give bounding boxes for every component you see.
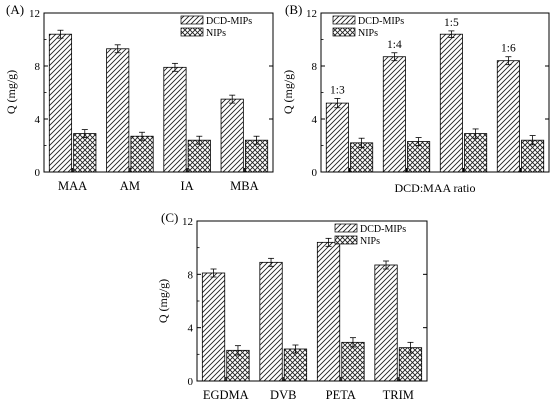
panel-label: (C)	[161, 210, 178, 225]
category-tick-label: IA	[181, 179, 194, 193]
bar-nips	[187, 139, 211, 173]
legend-swatch-nips	[334, 235, 358, 245]
legend-label: NIPs	[206, 28, 226, 39]
legend-label: DCD-MIPs	[360, 224, 406, 235]
ratio-label: 1:4	[387, 39, 402, 51]
bar-mips	[374, 264, 398, 382]
bar-mips	[316, 241, 341, 382]
bar-nips	[407, 141, 431, 173]
panel-label: (B)	[285, 2, 302, 17]
bar-mips	[496, 60, 520, 173]
y-tick-label: 0	[312, 167, 318, 179]
y-tick-label: 4	[188, 323, 194, 335]
y-tick-label: 12	[306, 8, 317, 20]
y-tick-label: 12	[182, 216, 193, 228]
category-tick-label: MBA	[230, 179, 258, 193]
y-tick-label: 8	[35, 61, 41, 73]
bar-nips	[283, 348, 308, 382]
bar-mips	[325, 102, 349, 173]
plot-frame	[43, 12, 274, 173]
y-tick-label: 8	[312, 61, 318, 73]
bar-mips	[259, 261, 283, 382]
bar-mips	[163, 66, 187, 173]
bar-mips	[382, 56, 406, 173]
legend-swatch-mips	[334, 223, 358, 233]
bar-mips	[220, 98, 244, 173]
bar-mips	[201, 272, 226, 382]
legend-swatch-mips	[180, 15, 204, 25]
category-tick-label: TRIM	[383, 388, 414, 402]
category-tick-label: AM	[120, 179, 140, 193]
bar-nips	[130, 135, 154, 173]
bar-mips	[48, 33, 73, 173]
bar-nips	[73, 133, 97, 173]
category-tick-label: PETA	[326, 388, 356, 402]
bar-mips	[439, 33, 463, 173]
panel-b: (B) Q (mg/g) 1:3 1:4 1:5 1:6 DCD:MAA ratio 0 4 8 1…	[281, 2, 550, 195]
legend-swatch-mips	[332, 15, 356, 25]
category-tick-label: EGDMA	[203, 388, 249, 402]
x-axis-label: DCD:MAA ratio	[395, 181, 476, 195]
legend-swatch-nips	[180, 27, 204, 37]
bar-nips	[464, 133, 488, 173]
panel-label: (A)	[6, 2, 24, 17]
ratio-label: 1:3	[330, 84, 345, 96]
ratio-label: 1:6	[501, 43, 516, 55]
legend-swatch-nips	[332, 27, 356, 37]
y-axis-label: Q (mg/g)	[281, 70, 295, 114]
plot-frame	[196, 220, 428, 382]
y-tick-label: 0	[188, 376, 194, 388]
y-tick-label: 0	[35, 167, 41, 179]
bar-mips	[106, 48, 130, 173]
ratio-label: 1:5	[444, 17, 459, 29]
y-tick-label: 12	[29, 8, 40, 20]
y-tick-label: 4	[312, 114, 318, 126]
bar-nips	[341, 341, 365, 382]
legend-label: DCD-MIPs	[206, 16, 252, 27]
plot-frame	[320, 12, 550, 173]
legend-label: NIPs	[360, 236, 380, 247]
panel-c: (C) Q (mg/g) EGDMA DVB PETA TRIM 0 4 8 12 DCD-MIPs…	[156, 210, 428, 402]
y-axis-label: Q (mg/g)	[156, 279, 170, 323]
bar-nips	[244, 139, 269, 173]
y-axis-label: Q (mg/g)	[4, 70, 18, 114]
y-tick-label: 8	[188, 269, 194, 281]
legend-label: DCD-MIPs	[358, 16, 404, 27]
category-tick-label: MAA	[58, 179, 87, 193]
y-tick-label: 4	[35, 114, 41, 126]
legend-label: NIPs	[358, 28, 378, 39]
category-tick-label: DVB	[270, 388, 296, 402]
